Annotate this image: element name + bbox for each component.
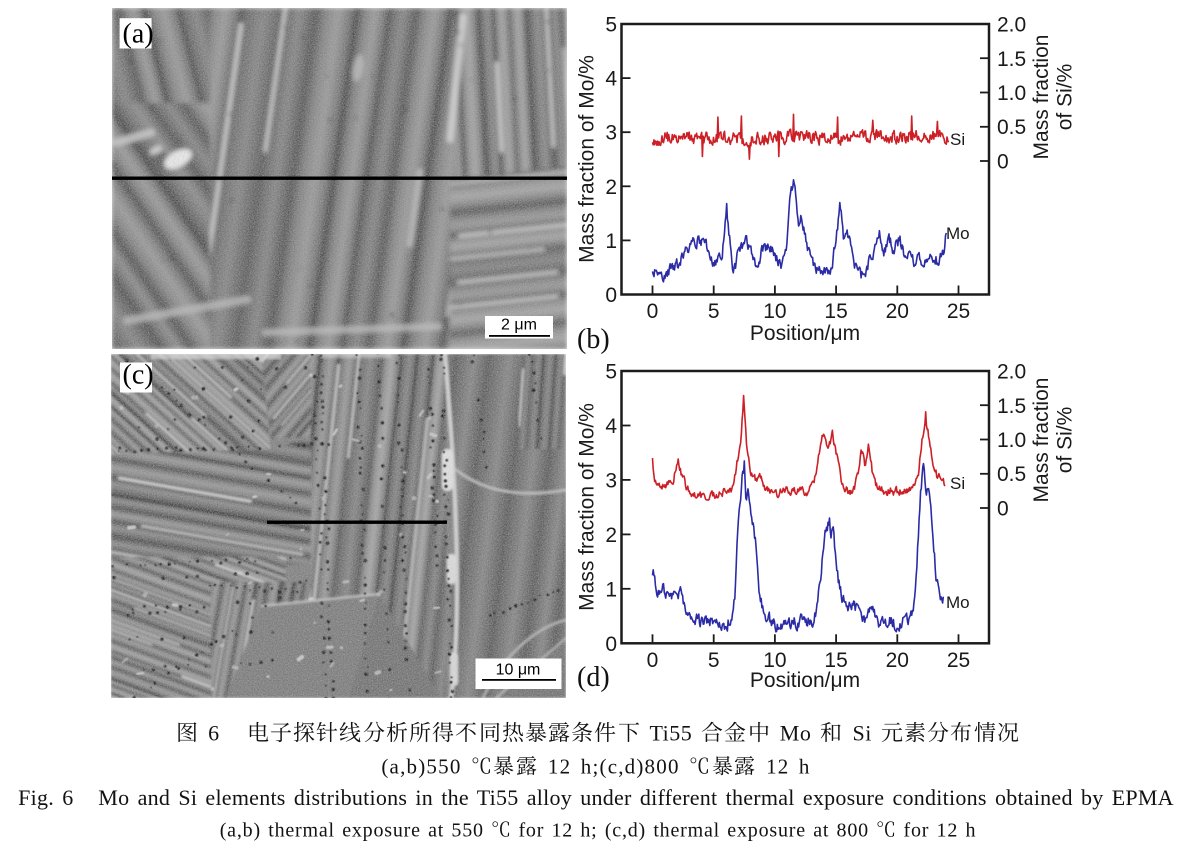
svg-text:Mass fraction: Mass fraction bbox=[1030, 378, 1053, 503]
svg-text:of Si/%: of Si/% bbox=[1054, 64, 1077, 131]
svg-text:0: 0 bbox=[605, 284, 617, 307]
svg-text:0: 0 bbox=[647, 300, 659, 323]
svg-text:4: 4 bbox=[605, 68, 617, 91]
svg-text:0: 0 bbox=[605, 633, 617, 656]
svg-text:5: 5 bbox=[708, 649, 720, 672]
svg-text:4: 4 bbox=[605, 415, 617, 438]
svg-text:0: 0 bbox=[997, 498, 1009, 521]
svg-text:1.5: 1.5 bbox=[997, 48, 1026, 71]
svg-text:0.5: 0.5 bbox=[997, 463, 1026, 486]
svg-text:(b): (b) bbox=[577, 324, 610, 355]
svg-text:25: 25 bbox=[947, 649, 970, 672]
svg-text:1.0: 1.0 bbox=[997, 82, 1026, 105]
svg-text:2: 2 bbox=[605, 524, 617, 547]
svg-text:1.0: 1.0 bbox=[997, 429, 1026, 452]
svg-text:1: 1 bbox=[605, 230, 617, 253]
svg-text:Si: Si bbox=[950, 474, 965, 493]
svg-text:Mass fraction of Mo/%: Mass fraction of Mo/% bbox=[576, 55, 599, 263]
svg-text:(d): (d) bbox=[577, 662, 610, 693]
svg-text:Si: Si bbox=[950, 130, 965, 149]
svg-text:Mass fraction: Mass fraction bbox=[1030, 35, 1053, 160]
svg-text:2.0: 2.0 bbox=[997, 14, 1026, 37]
svg-text:(a): (a) bbox=[123, 19, 154, 50]
svg-text:(c): (c) bbox=[123, 360, 154, 391]
svg-text:1.5: 1.5 bbox=[997, 395, 1026, 418]
svg-text:15: 15 bbox=[824, 300, 847, 323]
svg-text:0: 0 bbox=[997, 151, 1009, 174]
svg-text:20: 20 bbox=[886, 300, 909, 323]
svg-text:2 μm: 2 μm bbox=[501, 317, 537, 334]
svg-text:5: 5 bbox=[708, 300, 720, 323]
svg-text:0: 0 bbox=[647, 649, 659, 672]
svg-text:Mo: Mo bbox=[946, 593, 970, 612]
svg-text:25: 25 bbox=[947, 300, 970, 323]
svg-text:15: 15 bbox=[824, 649, 847, 672]
svg-text:10 μm: 10 μm bbox=[496, 662, 541, 679]
svg-text:20: 20 bbox=[886, 649, 909, 672]
svg-text:3: 3 bbox=[605, 122, 617, 145]
svg-text:1: 1 bbox=[605, 578, 617, 601]
svg-text:10: 10 bbox=[763, 300, 786, 323]
svg-text:0.5: 0.5 bbox=[997, 116, 1026, 139]
svg-text:5: 5 bbox=[605, 361, 617, 384]
svg-text:10: 10 bbox=[763, 649, 786, 672]
svg-text:Mass fraction of Mo/%: Mass fraction of Mo/% bbox=[576, 403, 599, 611]
svg-text:3: 3 bbox=[605, 469, 617, 492]
svg-text:Position/μm: Position/μm bbox=[750, 669, 860, 692]
svg-text:2: 2 bbox=[605, 176, 617, 199]
svg-text:of Si/%: of Si/% bbox=[1054, 407, 1077, 474]
svg-text:5: 5 bbox=[605, 14, 617, 37]
svg-text:2.0: 2.0 bbox=[997, 361, 1026, 384]
svg-text:Position/μm: Position/μm bbox=[750, 322, 860, 345]
svg-text:Mo: Mo bbox=[946, 224, 970, 243]
